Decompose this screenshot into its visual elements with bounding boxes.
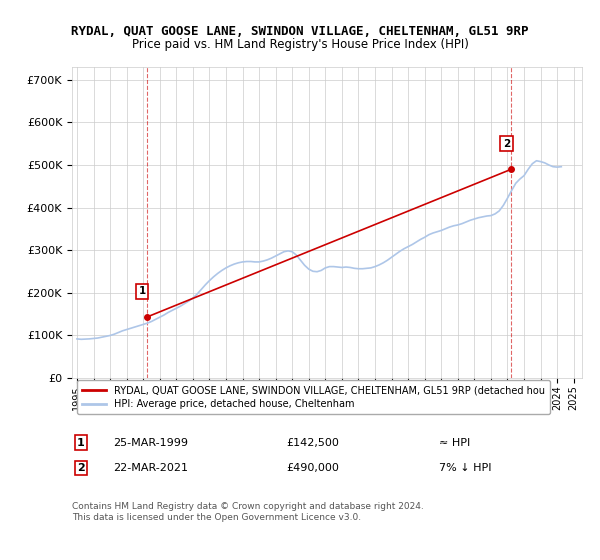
Text: 2: 2 [77, 463, 85, 473]
Text: 1: 1 [77, 437, 85, 447]
Text: ≈ HPI: ≈ HPI [439, 437, 470, 447]
Text: Price paid vs. HM Land Registry's House Price Index (HPI): Price paid vs. HM Land Registry's House … [131, 38, 469, 50]
Text: 7% ↓ HPI: 7% ↓ HPI [439, 463, 492, 473]
Legend: RYDAL, QUAT GOOSE LANE, SWINDON VILLAGE, CHELTENHAM, GL51 9RP (detached hou, HPI: RYDAL, QUAT GOOSE LANE, SWINDON VILLAGE,… [77, 380, 550, 414]
Text: 2: 2 [503, 139, 510, 149]
Text: 22-MAR-2021: 22-MAR-2021 [113, 463, 188, 473]
Text: Contains HM Land Registry data © Crown copyright and database right 2024.
This d: Contains HM Land Registry data © Crown c… [72, 502, 424, 522]
Text: £490,000: £490,000 [286, 463, 339, 473]
Text: 1: 1 [139, 287, 146, 296]
Text: £142,500: £142,500 [286, 437, 339, 447]
Text: 25-MAR-1999: 25-MAR-1999 [113, 437, 188, 447]
Text: RYDAL, QUAT GOOSE LANE, SWINDON VILLAGE, CHELTENHAM, GL51 9RP: RYDAL, QUAT GOOSE LANE, SWINDON VILLAGE,… [71, 25, 529, 38]
